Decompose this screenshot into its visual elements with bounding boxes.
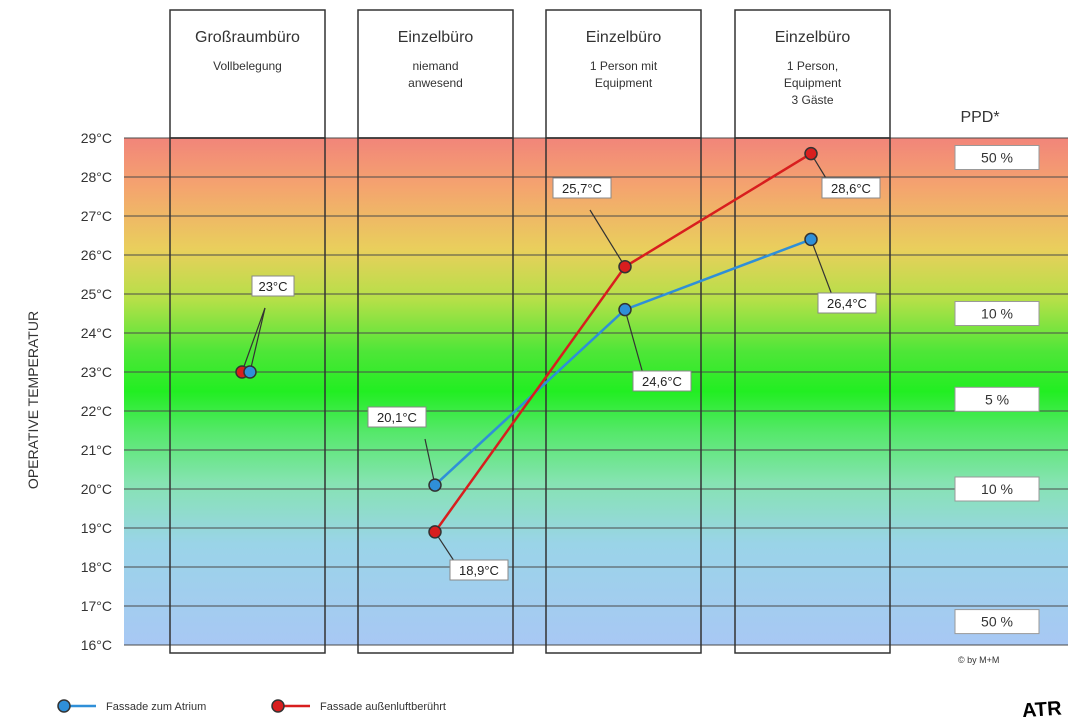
data-point [618,302,632,317]
data-label-box [817,292,877,314]
category-column-frame [357,137,514,654]
ppd-labels: PPD* 50 % 10 % 5 % 10 % 50 % [954,109,1040,635]
data-label: 20,1°C [377,410,417,425]
y-tick-label: 16°C [81,637,112,653]
data-labels: 23°C 20,1°C 24,6°C 26,4°C 18,9°C 25,7°C 28,6°C [251,177,881,581]
data-label: 18,9°C [459,563,499,578]
ppd-box [954,145,1040,170]
category-subtitle: Equipment [595,76,653,90]
data-label: 26,4°C [827,296,867,311]
data-point [804,146,818,161]
legend-marker [57,699,71,713]
category-subtitle: Vollbelegung [213,59,282,73]
category-subtitle: 3 Gäste [791,93,833,107]
y-tick-label: 29°C [81,130,112,146]
ppd-box [954,609,1040,635]
y-tick-label: 23°C [81,364,112,380]
data-label-box [552,177,612,199]
data-label-box [251,275,295,297]
legend-label: Fassade zum Atrium [106,701,206,713]
y-tick-label: 21°C [81,442,112,458]
category-header-box [169,9,326,139]
label-leader [589,209,626,268]
y-axis-ticks: 16°C 17°C 18°C 19°C 20°C 21°C 22°C 23°C 24°C 25°C… [81,130,112,653]
ppd-box [954,386,1040,412]
ppd-label: 5 % [985,391,1009,407]
y-tick-label: 28°C [81,169,112,185]
category-subtitle: 1 Person mit [590,59,658,73]
ppd-label: 50 % [981,614,1013,630]
category-column-frame [734,137,891,654]
ppd-label: 50 % [981,150,1013,166]
label-leader [624,309,646,382]
category-title: Einzelbüro [398,29,474,46]
ppd-label: 10 % [981,306,1013,322]
category-title: Einzelbüro [775,29,851,46]
data-point [428,525,442,539]
category-header-box [357,9,514,139]
plot-background [124,138,1068,645]
label-leader [241,307,266,373]
data-point [804,232,818,247]
y-tick-label: 20°C [81,481,112,497]
category-header-box [734,9,891,139]
y-tick-label: 17°C [81,598,112,614]
y-tick-label: 24°C [81,325,112,341]
category-subtitle: anwesend [408,76,463,90]
ppd-title: PPD* [960,109,999,126]
category-subtitle: niemand [412,59,458,73]
y-tick-label: 19°C [81,520,112,536]
data-label: 28,6°C [831,181,871,196]
copyright-text: © by M+M [958,655,999,665]
legend-marker [271,699,285,713]
data-label: 25,7°C [562,181,602,196]
data-label: 23°C [258,279,287,294]
data-label-box [632,370,692,392]
y-tick-label: 22°C [81,403,112,419]
data-label-box [821,177,881,199]
data-point [243,365,257,379]
label-leader [424,438,436,486]
data-label-box [449,559,509,581]
category-title: Großraumbüro [195,29,300,46]
y-axis-label: OPERATIVE TEMPERATUR [25,311,41,489]
data-label-box [367,406,427,428]
y-tick-label: 25°C [81,286,112,302]
label-leader [810,239,836,304]
cropped-label: ATR [1021,697,1063,717]
data-label: 24,6°C [642,374,682,389]
data-point [428,478,442,492]
legend-label: Fassade außenluftberührt [320,701,446,713]
category-column-frame [169,137,326,654]
data-point [618,259,632,274]
category-columns: Großraumbüro Vollbelegung Einzelbüro nieman… [169,9,891,654]
ppd-box [954,476,1040,502]
y-tick-label: 18°C [81,559,112,575]
category-title: Einzelbüro [586,29,662,46]
series-points [235,146,818,539]
y-tick-label: 27°C [81,208,112,224]
label-leader [249,307,266,373]
y-tick-label: 26°C [81,247,112,263]
category-subtitle: 1 Person, [787,59,838,73]
ppd-box [954,301,1040,326]
ppd-label: 10 % [981,481,1013,497]
category-column-frame [545,137,702,654]
category-subtitle: Equipment [784,76,842,90]
legend: Fassade zum Atrium Fassade außenluftberüh… [57,699,446,713]
